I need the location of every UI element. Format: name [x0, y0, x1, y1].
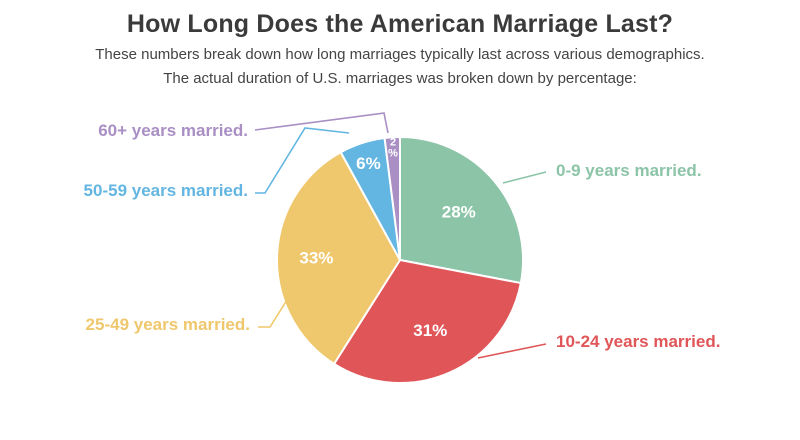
leader-line — [254, 112, 389, 134]
leader-line — [255, 127, 350, 194]
data-label: 33% — [299, 248, 333, 267]
page-title: How Long Does the American Marriage Last… — [126, 10, 674, 38]
category-label: 60+ years married. — [98, 121, 248, 140]
subtitle-line-1: These numbers break down how long marria… — [95, 46, 705, 63]
pie-slice — [399, 135, 524, 285]
data-label: 2 — [390, 137, 396, 149]
subtitle-line-2: The actual duration of U.S. marriages wa… — [163, 70, 637, 87]
data-label: % — [388, 148, 398, 160]
data-label: 28% — [442, 202, 476, 221]
leader-line — [502, 171, 547, 184]
category-label: 50-59 years married. — [84, 181, 248, 200]
pie-slice — [383, 135, 401, 261]
category-label: 10-24 years married. — [556, 332, 720, 351]
data-label: 6% — [356, 154, 381, 173]
data-label: 31% — [413, 321, 447, 340]
category-label: 25-49 years married. — [86, 315, 250, 334]
category-label: 0-9 years married. — [556, 161, 702, 180]
leader-line — [258, 299, 288, 328]
leader-line — [477, 343, 547, 359]
